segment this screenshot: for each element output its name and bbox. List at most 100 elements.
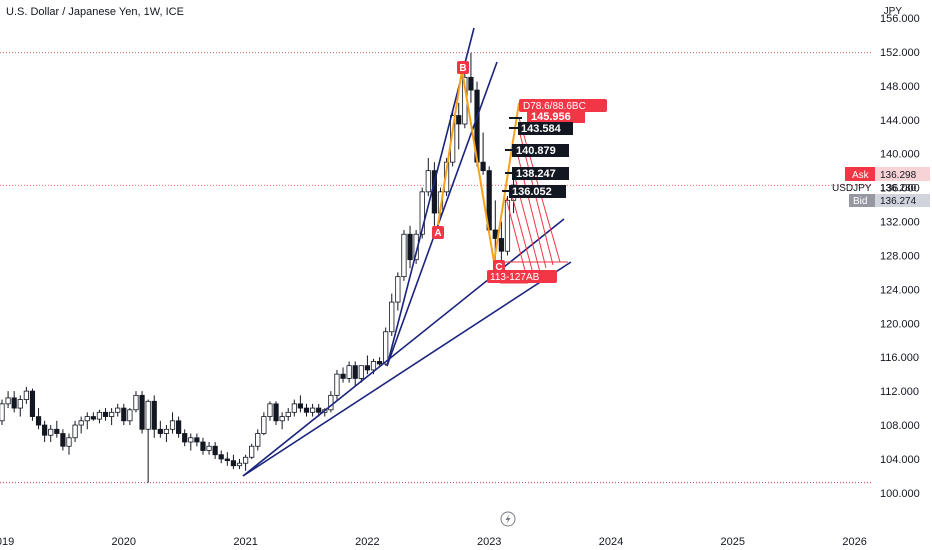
bid-tag-value-bg[interactable] — [875, 194, 930, 207]
candle-body — [498, 238, 504, 252]
ask-tag-label-bg — [845, 167, 875, 181]
candle-body — [401, 233, 407, 278]
x-tick-label: 2025 — [721, 536, 745, 548]
candle-body — [102, 411, 109, 417]
last-price-value: 136.280 — [880, 183, 917, 194]
y-tick-label: 136.000 — [880, 183, 920, 195]
level-badge-5[interactable] — [509, 185, 566, 198]
level-value-1: 145.956 — [531, 111, 571, 123]
x-tick-label: 2024 — [599, 536, 623, 548]
candle-body — [23, 390, 29, 400]
y-tick-label: 108.000 — [880, 420, 920, 432]
candle-body — [376, 361, 383, 365]
candle-body — [236, 462, 243, 467]
candle-body — [383, 331, 389, 365]
candle-body — [212, 445, 218, 456]
x-tick-label: 2019 — [0, 536, 14, 548]
candle-body — [480, 161, 486, 172]
bid-tag-value: 136.274 — [880, 196, 917, 207]
y-tick-label: 132.000 — [880, 217, 920, 229]
candle-body — [443, 161, 450, 193]
candle-body — [267, 403, 273, 417]
level-badge-2[interactable] — [518, 122, 573, 135]
candle-body — [279, 416, 285, 422]
trendline-3[interactable] — [386, 61, 498, 367]
time-axis[interactable]: 2019 2020 2021 2022 2023 2024 2025 2026 — [0, 536, 867, 548]
chart-title: U.S. Dollar / Japanese Yen, 1W, ICE — [6, 6, 184, 18]
candle-body — [334, 373, 340, 396]
candle-body — [0, 403, 5, 422]
candle-body — [242, 456, 249, 464]
candle-body — [230, 460, 237, 467]
point-d-badge[interactable] — [519, 99, 607, 112]
y-tick-label: 120.000 — [880, 318, 920, 330]
y-tick-label: 152.000 — [880, 47, 920, 59]
ask-tag-label: Ask — [852, 170, 870, 181]
candle-body — [340, 373, 346, 379]
projection-lines — [500, 117, 568, 284]
bid-tag-label-bg — [849, 194, 875, 207]
candle-body — [115, 407, 121, 413]
candle-body — [395, 276, 401, 303]
level-badge-3[interactable] — [512, 144, 569, 157]
candle-body — [78, 420, 84, 426]
ask-tag-value-bg[interactable] — [875, 167, 930, 181]
x-tick-label: 2026 — [842, 536, 866, 548]
pattern-leg-bc — [461, 69, 495, 263]
y-tick-label: 148.000 — [880, 81, 920, 93]
point-a-badge[interactable] — [432, 226, 444, 239]
y-tick-label: 140.000 — [880, 149, 920, 161]
level-value-5: 136.052 — [512, 186, 552, 198]
candle-body — [54, 428, 60, 434]
point-a-label: A — [434, 228, 441, 239]
point-c-label: C — [495, 262, 502, 273]
trendline-1[interactable] — [242, 261, 572, 477]
candle-body — [249, 445, 255, 458]
lightning-icon[interactable] — [500, 511, 516, 527]
candle-body — [492, 229, 498, 239]
y-tick-label: 104.000 — [880, 454, 920, 466]
y-tick-label: 144.000 — [880, 115, 920, 127]
level-badge-1[interactable] — [527, 110, 585, 123]
candle-body — [346, 365, 352, 379]
point-c-badge[interactable] — [493, 260, 505, 273]
candle-body — [224, 458, 230, 462]
candle-body — [285, 411, 291, 417]
projection-line — [509, 187, 535, 278]
candle-body — [35, 416, 42, 426]
candle-body — [316, 407, 322, 413]
candle-body — [96, 411, 103, 420]
point-b-badge[interactable] — [457, 61, 469, 74]
candle-body — [48, 428, 54, 436]
candle-body — [456, 115, 462, 125]
candle-body — [109, 411, 115, 417]
candle-body — [42, 424, 48, 436]
x-tick-label: 2021 — [233, 536, 257, 548]
candle-body — [133, 394, 139, 411]
candle-body — [90, 416, 96, 420]
price-axis[interactable]: 100.000 104.000 108.000 112.000 116.000 120.0… — [880, 13, 920, 500]
projection-line — [515, 147, 547, 269]
candle-body — [370, 361, 377, 371]
point-d-label: D78.6/88.6BC — [523, 101, 586, 112]
candle-body — [176, 420, 182, 434]
candle-body — [157, 428, 163, 434]
candle-body — [291, 403, 297, 413]
candle-body — [17, 399, 23, 409]
y-tick-label: 112.000 — [880, 386, 919, 398]
harmonic-pattern: A B C D78.6/88.6BC 113-127AB 145.956 143… — [432, 61, 607, 284]
candle-body — [206, 445, 212, 451]
candle-body — [163, 428, 170, 434]
ab-ratio-badge[interactable] — [487, 270, 557, 283]
level-value-4: 138.247 — [516, 168, 556, 180]
candle-body — [468, 76, 474, 91]
y-tick-label: 124.000 — [880, 284, 920, 296]
candle-body — [358, 365, 364, 379]
ask-tag-value: 136.298 — [880, 170, 917, 181]
x-tick-label: 2020 — [112, 536, 136, 548]
pattern-leg-cd — [493, 102, 520, 263]
candle-series — [0, 52, 517, 483]
candle-body — [66, 437, 72, 447]
level-badge-4[interactable] — [512, 167, 569, 180]
